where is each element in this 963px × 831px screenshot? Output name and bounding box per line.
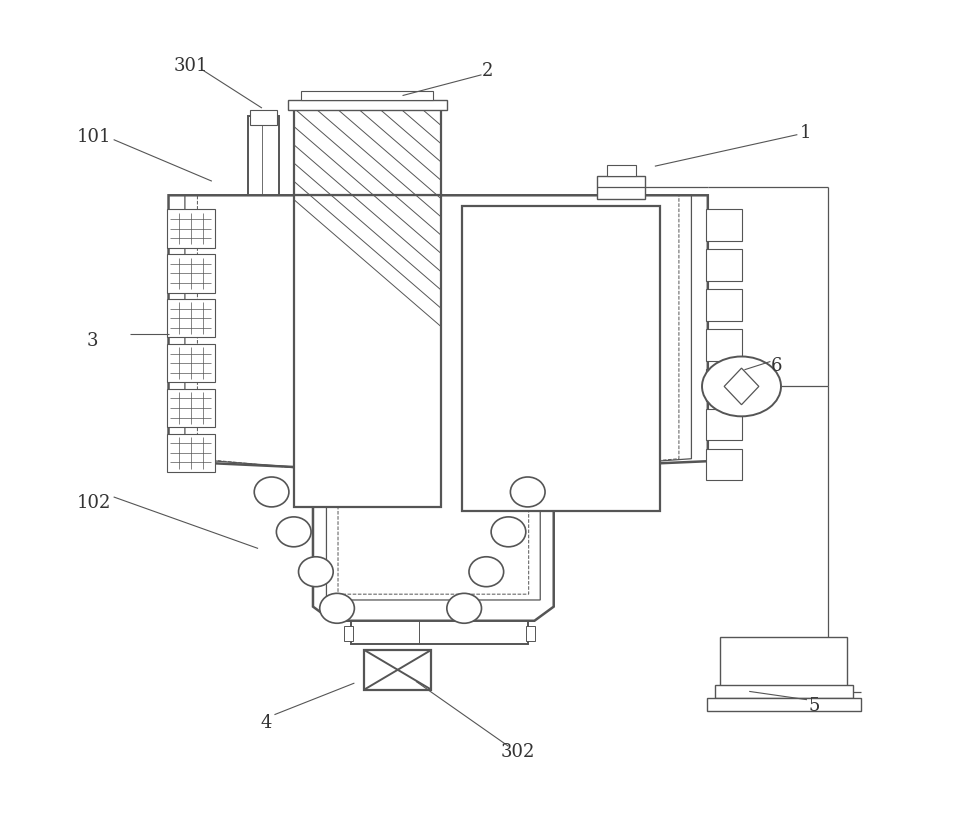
Bar	[167, 254, 215, 293]
Circle shape	[276, 517, 311, 547]
Bar	[706, 209, 742, 241]
Bar	[248, 116, 279, 195]
Circle shape	[510, 477, 545, 507]
Bar	[597, 176, 645, 199]
Circle shape	[299, 557, 333, 587]
Polygon shape	[169, 195, 708, 621]
Bar	[344, 626, 353, 641]
Bar	[462, 206, 660, 511]
Bar	[167, 299, 215, 337]
Bar	[706, 289, 742, 321]
Bar	[706, 449, 742, 480]
Text: 4: 4	[260, 714, 272, 732]
Polygon shape	[720, 637, 847, 687]
Text: 302: 302	[501, 743, 535, 761]
Text: 3: 3	[87, 332, 98, 350]
Circle shape	[491, 517, 526, 547]
Bar	[706, 409, 742, 440]
Bar	[706, 329, 742, 361]
Bar	[364, 650, 431, 690]
Bar	[301, 91, 433, 100]
Circle shape	[447, 593, 482, 623]
Ellipse shape	[702, 356, 781, 416]
Circle shape	[469, 557, 504, 587]
Circle shape	[254, 477, 289, 507]
Circle shape	[320, 593, 354, 623]
Bar	[607, 165, 636, 176]
Text: 101: 101	[77, 128, 112, 146]
Bar	[294, 108, 441, 195]
Bar	[706, 249, 742, 281]
Text: 2: 2	[482, 61, 493, 80]
Bar	[167, 344, 215, 382]
Polygon shape	[724, 368, 759, 405]
Bar	[715, 685, 853, 698]
Bar	[288, 100, 447, 110]
Bar	[167, 389, 215, 427]
Text: 1: 1	[799, 124, 811, 142]
Bar	[526, 626, 535, 641]
Bar	[294, 195, 441, 507]
Bar	[250, 110, 277, 125]
Bar	[167, 434, 215, 472]
Text: 301: 301	[173, 57, 208, 76]
Text: 5: 5	[809, 697, 820, 715]
Text: 102: 102	[77, 494, 112, 512]
Bar	[351, 621, 528, 644]
Bar	[707, 698, 861, 711]
Bar	[167, 209, 215, 248]
Text: 6: 6	[770, 356, 782, 375]
Bar	[706, 369, 742, 401]
